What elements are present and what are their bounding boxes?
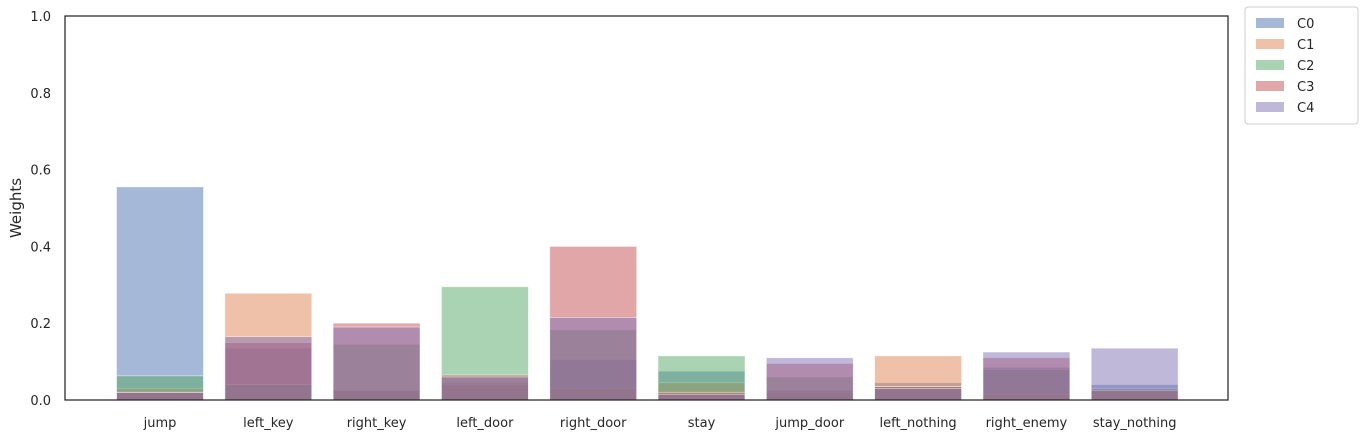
legend-swatch-C0 bbox=[1256, 18, 1284, 28]
bar-C4-left_key bbox=[224, 336, 313, 401]
y-tick-label: 0.4 bbox=[30, 240, 51, 255]
bar-C4-right_key bbox=[332, 326, 421, 401]
bars-layer bbox=[116, 186, 1179, 401]
y-axis-label: Weights bbox=[7, 178, 25, 238]
y-tick-label: 0.8 bbox=[30, 87, 51, 102]
y-tick-label: 0.6 bbox=[30, 164, 51, 179]
y-tick-label: 1.0 bbox=[30, 10, 51, 25]
plot-frame bbox=[64, 15, 1229, 401]
bar-C4-left_door bbox=[440, 376, 529, 401]
x-tick-label: right_door bbox=[560, 416, 627, 431]
x-tick-label: stay bbox=[688, 416, 716, 431]
x-tick-label: left_nothing bbox=[880, 416, 957, 431]
legend-label-C0: C0 bbox=[1297, 17, 1314, 32]
legend-swatch-C2 bbox=[1256, 60, 1284, 70]
legend-swatch-C1 bbox=[1256, 39, 1284, 49]
legend-label-C3: C3 bbox=[1297, 80, 1314, 95]
legend-swatch-C3 bbox=[1256, 81, 1284, 91]
legend-label-C1: C1 bbox=[1297, 38, 1314, 53]
bar-C4-left_nothing bbox=[874, 388, 962, 401]
x-tick-label: right_enemy bbox=[986, 416, 1068, 431]
bar-C4-jump_door bbox=[765, 357, 854, 401]
legend-swatch-C4 bbox=[1256, 102, 1284, 112]
x-tick-label: right_key bbox=[347, 416, 407, 431]
x-axis-ticks: jump left_key right_key left_door right_door… bbox=[143, 416, 1177, 431]
legend-box bbox=[1244, 6, 1359, 125]
legend-label-C4: C4 bbox=[1297, 101, 1314, 116]
x-tick-label: jump bbox=[143, 416, 177, 431]
y-tick-label: 0.2 bbox=[30, 317, 51, 332]
x-tick-label: jump_door bbox=[774, 416, 844, 431]
bar-C4-stay bbox=[657, 393, 746, 401]
x-tick-label: stay_nothing bbox=[1093, 416, 1177, 431]
bar-C4-jump bbox=[116, 391, 204, 401]
bar-C4-right_door bbox=[549, 317, 638, 401]
bar-C0-jump bbox=[116, 186, 204, 401]
y-tick-label: 0.0 bbox=[30, 394, 51, 409]
legend-label-C2: C2 bbox=[1297, 59, 1314, 74]
x-tick-label: left_key bbox=[243, 416, 294, 431]
bar-C4-right_enemy bbox=[982, 351, 1071, 401]
bar-C4-stay_nothing bbox=[1090, 347, 1179, 401]
legend: C0 C1 C2 C3 C4 bbox=[1244, 6, 1359, 125]
x-tick-label: left_door bbox=[456, 416, 514, 431]
y-axis-ticks: 0.0 0.2 0.4 0.6 0.8 1.0 bbox=[30, 10, 51, 409]
